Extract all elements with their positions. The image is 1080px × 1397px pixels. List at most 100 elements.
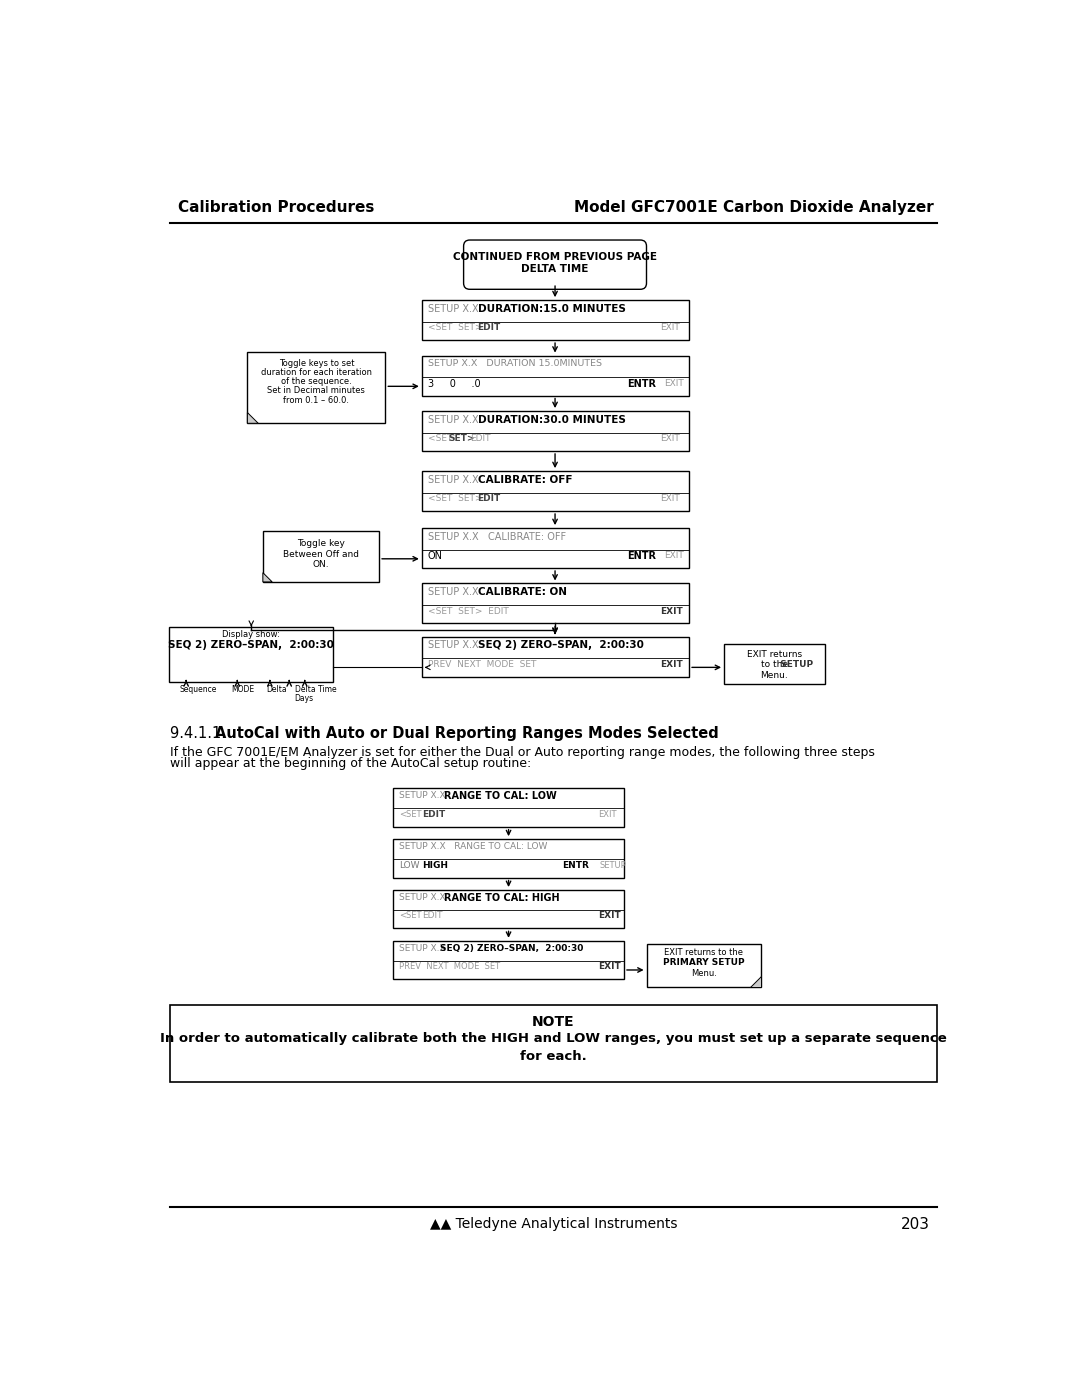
Bar: [422, 300, 689, 339]
Polygon shape: [247, 412, 258, 423]
Text: SETUP X.X   CALIBRATE: OFF: SETUP X.X CALIBRATE: OFF: [428, 532, 566, 542]
Text: Sequence: Sequence: [180, 685, 217, 694]
Bar: [422, 637, 689, 676]
Text: duration for each iteration: duration for each iteration: [261, 367, 372, 377]
Text: EXIT: EXIT: [664, 379, 684, 387]
Text: SEQ 2) ZERO–SPAN,  2:00:30: SEQ 2) ZERO–SPAN, 2:00:30: [477, 640, 644, 651]
Text: MODE: MODE: [231, 685, 254, 694]
Text: of the sequence.: of the sequence.: [281, 377, 352, 386]
Bar: [422, 584, 689, 623]
Text: from 0.1 – 60.0.: from 0.1 – 60.0.: [283, 395, 349, 405]
Text: SETUP X.X: SETUP X.X: [428, 305, 478, 314]
Text: SETUP X.X: SETUP X.X: [428, 587, 478, 598]
Text: <SET: <SET: [400, 810, 422, 819]
Text: HIGH: HIGH: [422, 861, 448, 870]
Text: SETUP X.X: SETUP X.X: [400, 944, 446, 953]
Text: Menu.: Menu.: [760, 671, 788, 680]
Text: SETUP X.X: SETUP X.X: [400, 791, 446, 800]
Bar: [422, 528, 689, 569]
Text: Toggle key: Toggle key: [297, 539, 345, 548]
Bar: [393, 840, 624, 877]
Text: PREV  NEXT  MODE  SET: PREV NEXT MODE SET: [428, 659, 537, 669]
Text: CALIBRATE: ON: CALIBRATE: ON: [477, 587, 567, 598]
Bar: [393, 788, 624, 827]
Text: SETUP X.X: SETUP X.X: [428, 475, 478, 485]
Text: <SET  SET>  EDIT: <SET SET> EDIT: [428, 606, 509, 616]
Text: In order to automatically calibrate both the HIGH and LOW ranges, you must set u: In order to automatically calibrate both…: [160, 1031, 947, 1045]
Text: SETUP X.X: SETUP X.X: [428, 640, 478, 651]
Text: EDIT: EDIT: [422, 911, 443, 921]
Text: SETUP X.X   RANGE TO CAL: LOW: SETUP X.X RANGE TO CAL: LOW: [400, 842, 548, 851]
Text: will appear at the beginning of the AutoCal setup routine:: will appear at the beginning of the Auto…: [170, 757, 531, 770]
Text: ON: ON: [428, 550, 443, 562]
Polygon shape: [262, 573, 272, 583]
Text: EDIT: EDIT: [470, 434, 490, 443]
Text: EXIT: EXIT: [597, 963, 620, 971]
Text: Between Off and: Between Off and: [283, 549, 359, 559]
Text: Toggle keys to set: Toggle keys to set: [279, 359, 354, 367]
Bar: [724, 644, 825, 683]
Text: ENTR: ENTR: [627, 550, 657, 562]
Text: Display show:: Display show:: [222, 630, 280, 640]
Text: <SET  SET>: <SET SET>: [428, 323, 483, 332]
Text: EXIT: EXIT: [660, 606, 683, 616]
Text: <SET: <SET: [428, 434, 453, 443]
Text: SETUP X.X   DURATION 15.0MINUTES: SETUP X.X DURATION 15.0MINUTES: [428, 359, 602, 369]
Text: <SET  SET>: <SET SET>: [428, 495, 483, 503]
Text: for each.: for each.: [521, 1051, 586, 1063]
Text: ▲▲ Teledyne Analytical Instruments: ▲▲ Teledyne Analytical Instruments: [430, 1217, 677, 1231]
Text: Calibration Procedures: Calibration Procedures: [177, 200, 374, 215]
Text: SETUP X.X: SETUP X.X: [400, 893, 446, 902]
Text: CALIBRATE: OFF: CALIBRATE: OFF: [477, 475, 572, 485]
Text: Model GFC7001E Carbon Dioxide Analyzer: Model GFC7001E Carbon Dioxide Analyzer: [573, 200, 933, 215]
Text: SEQ 2) ZERO–SPAN,  2:00:30: SEQ 2) ZERO–SPAN, 2:00:30: [168, 640, 334, 651]
Text: EDIT: EDIT: [477, 495, 501, 503]
Text: PREV  NEXT  MODE  SET: PREV NEXT MODE SET: [400, 963, 500, 971]
Text: LOW: LOW: [400, 861, 420, 870]
Text: RANGE TO CAL: LOW: RANGE TO CAL: LOW: [444, 791, 557, 802]
Text: Set in Decimal minutes: Set in Decimal minutes: [268, 387, 365, 395]
Text: ON.: ON.: [313, 560, 329, 570]
FancyBboxPatch shape: [463, 240, 647, 289]
Bar: [422, 411, 689, 451]
Text: 203: 203: [901, 1217, 930, 1232]
Bar: [393, 940, 624, 979]
Text: RANGE TO CAL: HIGH: RANGE TO CAL: HIGH: [444, 893, 559, 902]
Text: 9.4.1.1.: 9.4.1.1.: [170, 726, 230, 740]
Text: Delta: Delta: [266, 685, 286, 694]
Text: DURATION:15.0 MINUTES: DURATION:15.0 MINUTES: [477, 305, 625, 314]
Text: SETUP: SETUP: [599, 861, 626, 870]
Text: SEQ 2) ZERO–SPAN,  2:00:30: SEQ 2) ZERO–SPAN, 2:00:30: [440, 944, 583, 953]
Text: CONTINUED FROM PREVIOUS PAGE: CONTINUED FROM PREVIOUS PAGE: [453, 253, 657, 263]
Bar: [422, 471, 689, 511]
Text: ENTR: ENTR: [627, 379, 657, 388]
Bar: [170, 627, 334, 682]
Text: Delta Time: Delta Time: [295, 685, 336, 694]
Bar: [422, 355, 689, 395]
Text: EXIT: EXIT: [660, 434, 679, 443]
Text: DURATION:30.0 MINUTES: DURATION:30.0 MINUTES: [477, 415, 625, 425]
Bar: [170, 1006, 937, 1083]
Text: NOTE: NOTE: [532, 1014, 575, 1028]
Text: SETUP: SETUP: [774, 661, 813, 669]
Text: Days: Days: [295, 694, 314, 703]
Bar: [647, 944, 761, 986]
Text: If the GFC 7001E/EM Analyzer is set for either the Dual or Auto reporting range : If the GFC 7001E/EM Analyzer is set for …: [170, 746, 875, 759]
Text: EDIT: EDIT: [422, 810, 446, 819]
Text: EDIT: EDIT: [477, 323, 501, 332]
Text: ENTR: ENTR: [562, 861, 589, 870]
Text: EXIT: EXIT: [597, 810, 617, 819]
Text: 3     0     .0: 3 0 .0: [428, 379, 481, 388]
Text: <SET: <SET: [400, 911, 422, 921]
Bar: [247, 352, 386, 423]
Text: to the: to the: [761, 661, 788, 669]
Text: PRIMARY SETUP: PRIMARY SETUP: [663, 958, 745, 968]
Text: SET>: SET>: [448, 434, 474, 443]
Text: SETUP X.X: SETUP X.X: [428, 415, 478, 425]
Text: EXIT: EXIT: [664, 550, 684, 560]
Text: EXIT returns to the: EXIT returns to the: [664, 949, 743, 957]
Text: AutoCal with Auto or Dual Reporting Ranges Modes Selected: AutoCal with Auto or Dual Reporting Rang…: [215, 726, 718, 740]
Text: EXIT: EXIT: [660, 495, 679, 503]
Polygon shape: [751, 977, 761, 986]
Text: Menu.: Menu.: [691, 970, 717, 978]
